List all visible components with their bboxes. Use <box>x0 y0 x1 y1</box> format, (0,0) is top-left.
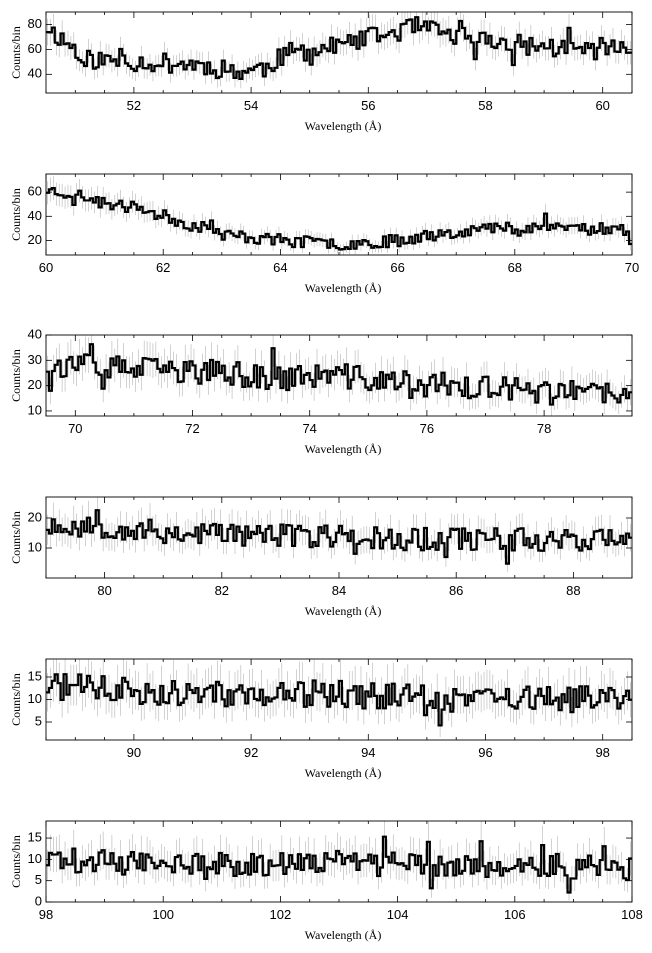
x-axis-label: Wavelength (Å) <box>305 281 382 295</box>
x-tick-label: 80 <box>97 583 111 598</box>
x-tick-label: 94 <box>361 745 375 760</box>
x-tick-label: 104 <box>387 907 409 922</box>
y-tick-label: 15 <box>28 668 42 683</box>
spectrum-histogram <box>46 16 632 81</box>
spectrum-panel-3: 70 72 74 76 78 10 20 30 40 Wavelength (Å) Counts/b… <box>9 326 633 456</box>
x-tick-label: 106 <box>504 907 526 922</box>
y-axis-label: Counts/bin <box>9 349 23 402</box>
x-tick-label: 76 <box>420 421 434 436</box>
x-tick-label: 70 <box>625 260 639 275</box>
spectrum-panel-5: 90 92 94 96 98 5 10 15 Wavelength (Å) Counts/bin <box>9 658 633 780</box>
x-tick-label: 82 <box>215 583 229 598</box>
spectrum-histogram <box>46 673 632 727</box>
x-tick-label: 98 <box>595 745 609 760</box>
x-tick-label: 90 <box>127 745 141 760</box>
x-tick-label: 108 <box>621 907 643 922</box>
x-tick-label: 60 <box>595 98 609 113</box>
y-tick-label: 10 <box>28 851 42 866</box>
y-tick-label: 15 <box>28 829 42 844</box>
x-tick-label: 58 <box>478 98 492 113</box>
plot-frame <box>45 11 633 94</box>
y-tick-label: 10 <box>28 539 42 554</box>
x-tick-label: 52 <box>127 98 141 113</box>
y-tick-label: 20 <box>28 232 42 247</box>
spectrum-panel-1: 52 54 56 58 60 40 60 80 Wavelength (Å) Counts/bin <box>9 11 633 133</box>
x-axis-label: Wavelength (Å) <box>305 119 382 133</box>
y-tick-label: 60 <box>28 184 42 199</box>
spectrum-histogram <box>46 187 632 251</box>
x-tick-label: 98 <box>39 907 53 922</box>
y-tick-label: 60 <box>28 41 42 56</box>
x-tick-label: 102 <box>270 907 292 922</box>
y-tick-label: 5 <box>35 872 42 887</box>
x-axis-label: Wavelength (Å) <box>305 604 382 618</box>
y-tick-label: 80 <box>28 16 42 31</box>
x-tick-label: 66 <box>390 260 404 275</box>
spectrum-histogram <box>46 835 632 894</box>
x-tick-label: 78 <box>537 421 551 436</box>
y-axis-label: Counts/bin <box>9 26 23 79</box>
y-tick-label: 10 <box>28 402 42 417</box>
x-tick-label: 56 <box>361 98 375 113</box>
y-axis-label: Counts/bin <box>9 188 23 241</box>
x-tick-label: 86 <box>449 583 463 598</box>
y-tick-label: 30 <box>28 352 42 367</box>
y-tick-label: 10 <box>28 691 42 706</box>
y-tick-label: 5 <box>35 713 42 728</box>
x-tick-label: 84 <box>332 583 346 598</box>
y-tick-label: 20 <box>28 377 42 392</box>
x-tick-label: 100 <box>152 907 174 922</box>
x-tick-label: 92 <box>244 745 258 760</box>
x-tick-label: 70 <box>68 421 82 436</box>
spectrum-histogram <box>46 509 632 565</box>
y-axis-label: Counts/bin <box>9 673 23 726</box>
x-tick-label: 88 <box>566 583 580 598</box>
spectrum-panel-4: 80 82 84 86 88 10 20 Wavelength (Å) Counts/bin <box>9 496 633 618</box>
x-tick-label: 60 <box>39 260 53 275</box>
x-tick-label: 62 <box>156 260 170 275</box>
spectrum-histogram <box>46 343 632 406</box>
x-tick-label: 96 <box>478 745 492 760</box>
x-tick-label: 74 <box>302 421 316 436</box>
y-tick-label: 40 <box>28 326 42 341</box>
spectrum-panel-2: 60 62 64 66 68 70 20 40 60 Wavelength (Å) Counts/b… <box>9 173 639 295</box>
spectrum-panel-6: 98 100 102 104 106 108 0 5 10 15 Wavelength (Å) Cou… <box>9 820 643 942</box>
x-axis-label: Wavelength (Å) <box>305 928 382 942</box>
y-tick-label: 20 <box>28 509 42 524</box>
x-tick-label: 64 <box>273 260 287 275</box>
x-tick-label: 54 <box>244 98 258 113</box>
y-tick-label: 40 <box>28 66 42 81</box>
y-tick-label: 0 <box>35 893 42 908</box>
x-tick-label: 68 <box>508 260 522 275</box>
y-axis-label: Counts/bin <box>9 511 23 564</box>
x-axis-label: Wavelength (Å) <box>305 442 382 456</box>
y-axis-label: Counts/bin <box>9 835 23 888</box>
x-axis-label: Wavelength (Å) <box>305 766 382 780</box>
y-tick-label: 40 <box>28 208 42 223</box>
x-tick-label: 72 <box>185 421 199 436</box>
